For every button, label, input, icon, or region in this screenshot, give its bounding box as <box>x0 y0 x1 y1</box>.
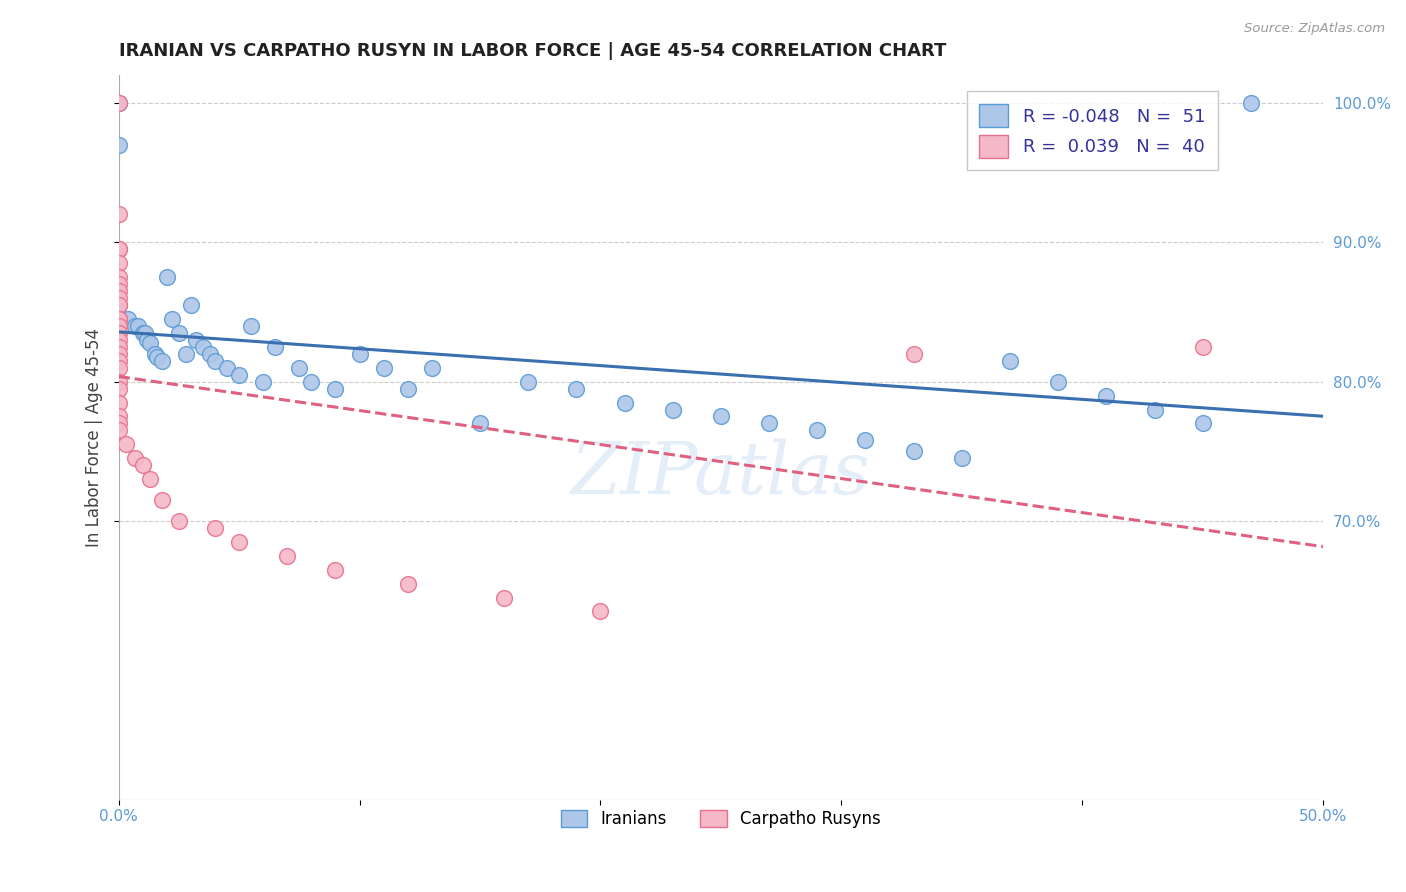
Point <box>107 284 129 298</box>
Point <box>191 340 214 354</box>
Point <box>107 347 129 361</box>
Point <box>184 333 207 347</box>
Point <box>589 605 612 619</box>
Point <box>107 256 129 270</box>
Point <box>107 326 129 340</box>
Point <box>494 591 516 605</box>
Point <box>565 382 588 396</box>
Point <box>167 514 190 528</box>
Point <box>420 360 443 375</box>
Point <box>517 375 540 389</box>
Point <box>139 472 162 486</box>
Point <box>228 368 250 382</box>
Point <box>661 402 683 417</box>
Point <box>117 312 139 326</box>
Point <box>264 340 287 354</box>
Point <box>107 409 129 424</box>
Point <box>107 96 129 111</box>
Point <box>107 340 129 354</box>
Point <box>107 243 129 257</box>
Point <box>1240 96 1263 111</box>
Point <box>299 375 322 389</box>
Point <box>131 458 153 473</box>
Point <box>1047 375 1070 389</box>
Point <box>468 417 491 431</box>
Point <box>107 382 129 396</box>
Point <box>204 521 226 535</box>
Point <box>288 360 311 375</box>
Point <box>107 277 129 292</box>
Point <box>139 335 162 350</box>
Point <box>114 437 136 451</box>
Text: IRANIAN VS CARPATHO RUSYN IN LABOR FORCE | AGE 45-54 CORRELATION CHART: IRANIAN VS CARPATHO RUSYN IN LABOR FORCE… <box>118 42 946 60</box>
Point <box>107 298 129 312</box>
Point <box>124 318 146 333</box>
Point <box>276 549 298 563</box>
Point <box>107 137 129 152</box>
Point <box>228 534 250 549</box>
Point <box>950 451 973 466</box>
Point <box>107 318 129 333</box>
Y-axis label: In Labor Force | Age 45-54: In Labor Force | Age 45-54 <box>86 328 103 547</box>
Point <box>613 395 636 409</box>
Point <box>1191 340 1213 354</box>
Point <box>107 417 129 431</box>
Point <box>107 353 129 368</box>
Point <box>143 347 166 361</box>
Point <box>806 424 828 438</box>
Point <box>325 563 347 577</box>
Point <box>107 312 129 326</box>
Point <box>150 493 173 508</box>
Point <box>349 347 371 361</box>
Point <box>240 318 263 333</box>
Point <box>131 326 153 340</box>
Point <box>107 360 129 375</box>
Point <box>396 576 419 591</box>
Point <box>136 333 159 347</box>
Point <box>107 312 129 326</box>
Point <box>107 424 129 438</box>
Point <box>855 433 877 447</box>
Point <box>198 347 221 361</box>
Point <box>150 353 173 368</box>
Point <box>124 451 146 466</box>
Point <box>107 243 129 257</box>
Legend: Iranians, Carpatho Rusyns: Iranians, Carpatho Rusyns <box>554 803 887 835</box>
Point <box>903 444 925 458</box>
Point <box>127 318 149 333</box>
Point <box>1143 402 1166 417</box>
Point <box>134 326 156 340</box>
Point <box>107 207 129 221</box>
Text: Source: ZipAtlas.com: Source: ZipAtlas.com <box>1244 22 1385 36</box>
Point <box>107 96 129 111</box>
Point <box>107 270 129 285</box>
Point <box>373 360 395 375</box>
Point <box>107 333 129 347</box>
Point <box>107 395 129 409</box>
Point <box>903 347 925 361</box>
Point <box>396 382 419 396</box>
Point <box>325 382 347 396</box>
Point <box>107 291 129 305</box>
Point <box>710 409 733 424</box>
Point <box>167 326 190 340</box>
Point <box>107 375 129 389</box>
Point <box>998 353 1021 368</box>
Point <box>107 298 129 312</box>
Text: ZIPatlas: ZIPatlas <box>571 438 870 508</box>
Point <box>204 353 226 368</box>
Point <box>156 270 179 285</box>
Point <box>1191 417 1213 431</box>
Point <box>252 375 274 389</box>
Point <box>1095 388 1118 402</box>
Point <box>180 298 202 312</box>
Point <box>146 350 169 364</box>
Point <box>174 347 197 361</box>
Point <box>758 417 780 431</box>
Point <box>160 312 183 326</box>
Point <box>215 360 238 375</box>
